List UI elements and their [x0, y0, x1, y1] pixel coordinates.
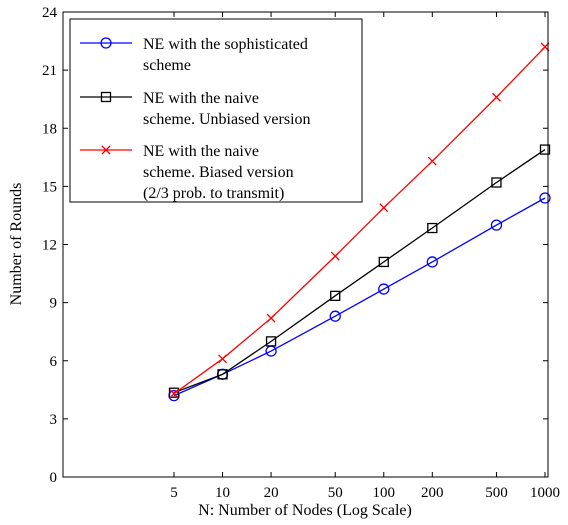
- x-tick-label-3: 50: [328, 485, 343, 501]
- series-2-point-4-stroke-b: [379, 203, 389, 213]
- series-1-point-6: [491, 177, 502, 188]
- legend-entry-0-label-line-0: NE with the sophisticated: [143, 36, 308, 53]
- x-tick-label-1: 10: [215, 485, 230, 501]
- series-1-point-3: [330, 290, 341, 301]
- series-2-point-4: [379, 203, 389, 213]
- legend-entry-1-label-line-1: scheme. Unbiased version: [143, 111, 311, 128]
- legend-entry-1-label-line-0: NE with the naive: [143, 90, 259, 107]
- y-tick-label-2: 6: [50, 354, 58, 370]
- series-2-point-1: [218, 354, 227, 364]
- series-2-point-5: [427, 156, 437, 166]
- series-2-point-2-stroke-b: [266, 313, 276, 323]
- legend-entry-2-label-line-0: NE with the naive: [143, 143, 259, 160]
- series-2-point-6-stroke-b: [492, 92, 501, 102]
- series-2-point-6: [492, 92, 501, 102]
- y-tick-label-3: 9: [50, 296, 58, 312]
- series-0-point-3: [329, 310, 341, 322]
- y-tick-label-5: 15: [42, 179, 57, 195]
- x-tick-label-2: 20: [264, 485, 279, 501]
- x-tick-label-6: 500: [485, 485, 508, 501]
- series-2-point-0-stroke-b: [169, 389, 179, 399]
- series-0-point-6: [490, 219, 503, 231]
- series-0-point-5: [426, 256, 438, 268]
- y-tick-label-0: 0: [50, 470, 58, 486]
- x-tick-label-7: 1000: [530, 485, 560, 501]
- series-2-point-1-stroke-b: [218, 354, 227, 364]
- series-1-point-1: [217, 369, 228, 380]
- y-tick-label-8: 24: [42, 5, 58, 21]
- x-tick-label-0: 5: [170, 485, 178, 501]
- legend-entry-2-marker-stroke-b: [101, 145, 111, 155]
- plot-layer: [168, 42, 551, 402]
- y-tick-label-6: 18: [42, 121, 57, 137]
- legend-entry-2-label-line-1: scheme. Biased version: [143, 164, 294, 181]
- legend-entry-0-label-line-1: scheme: [143, 57, 191, 74]
- legend-box: [69, 18, 363, 203]
- series-1-point-2: [265, 336, 277, 347]
- series-2-point-2: [266, 313, 276, 323]
- series-1-point-5: [427, 222, 438, 234]
- legend: NE with the sophisticated scheme NE with t…: [69, 18, 363, 203]
- tick-layer: 0 3 6 9 12 15 18 21 24 5 10 20 50 100 200 500 1000: [42, 5, 560, 501]
- series-0-point-7: [539, 192, 551, 204]
- y-tick-label-1: 3: [50, 412, 58, 428]
- series-2-point-5-stroke-b: [427, 156, 437, 166]
- series-0-line: [173, 197, 546, 397]
- series-2-point-3: [330, 251, 340, 261]
- y-tick-label-7: 21: [42, 63, 57, 79]
- y-tick-label-4: 12: [42, 238, 57, 254]
- x-tick-label-4: 100: [373, 485, 396, 501]
- legend-entry-2-marker: [101, 145, 111, 155]
- legend-entry-2-label-line-2: (2/3 prob. to transmit): [143, 185, 284, 202]
- series-1-point-7: [539, 144, 551, 155]
- legend-entry-0-marker: [100, 37, 112, 49]
- y-axis-label: Number of Rounds: [8, 183, 25, 306]
- legend-entry-1-marker: [100, 91, 112, 103]
- series-1-point-4: [378, 256, 389, 268]
- series-2-point-0: [169, 389, 179, 399]
- series-2-point-3-stroke-b: [330, 251, 340, 261]
- series-0-point-4: [378, 283, 390, 295]
- series-1-point-0: [168, 387, 180, 398]
- series-1-line: [173, 149, 546, 394]
- x-axis-label: N: Number of Nodes (Log Scale): [198, 502, 412, 519]
- series-2-line: [173, 46, 546, 395]
- x-tick-label-5: 200: [421, 485, 444, 501]
